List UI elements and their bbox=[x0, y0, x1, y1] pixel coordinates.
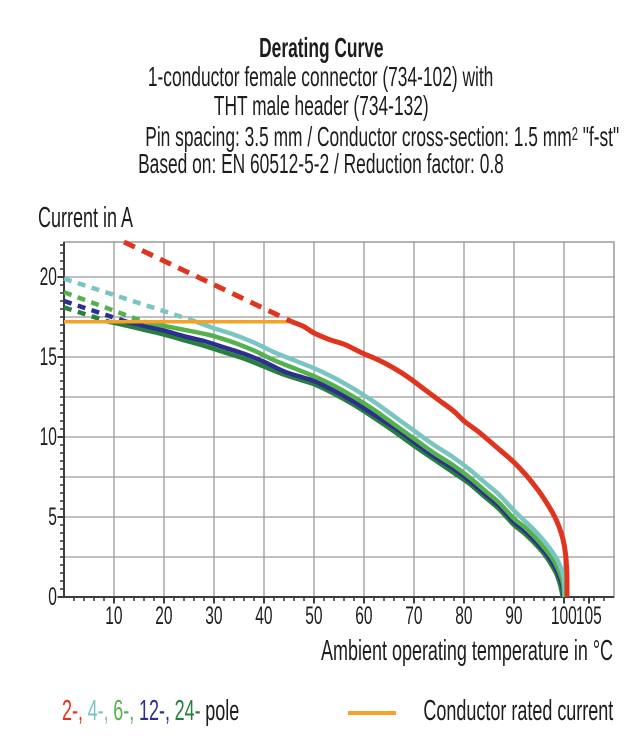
x-tick-label-50: 50 bbox=[305, 602, 323, 630]
curve-solid-4-pole bbox=[195, 319, 568, 598]
subtitle-line-1: 1-conductor female connector (734-102) w… bbox=[148, 61, 494, 92]
legend-token-pole: pole bbox=[205, 695, 240, 727]
y-tick-label-5: 5 bbox=[48, 503, 57, 531]
curve-solid-6-pole bbox=[143, 319, 567, 598]
legend-token-24: 24- bbox=[174, 695, 201, 727]
x-tick-label-70: 70 bbox=[405, 602, 423, 630]
curve-dashed-2-pole bbox=[122, 239, 294, 325]
curve-solid-12-pole bbox=[125, 319, 566, 598]
legend-token-6: 6-, bbox=[113, 695, 135, 727]
x-axis-title: Ambient operating temperature in °C bbox=[320, 635, 613, 667]
x-tick-label-60: 60 bbox=[355, 602, 373, 630]
subtitle-line-4: Based on: EN 60512-5-2 / Reduction facto… bbox=[138, 148, 504, 179]
subtitle-line-3: Pin spacing: 3.5 mm / Conductor cross-se… bbox=[145, 121, 620, 152]
x-tick-label-90: 90 bbox=[505, 602, 523, 630]
y-tick-label-10: 10 bbox=[39, 423, 57, 451]
x-tick-label-100: 100 bbox=[551, 602, 577, 630]
curve-solid-24-pole bbox=[108, 319, 565, 598]
curve-dashed-12-pole bbox=[63, 298, 128, 324]
legend-pole-counts: 2-, 4-, 6-, 12-, 24- pole bbox=[62, 697, 348, 726]
x-tick-label-80: 80 bbox=[455, 602, 473, 630]
curve-dashed-4-pole bbox=[63, 276, 198, 324]
subtitle-line-2: THT male header (734-132) bbox=[213, 90, 429, 121]
y-tick-label-20: 20 bbox=[39, 263, 57, 291]
legend-token-4: 4-, bbox=[87, 695, 109, 727]
curve-solid-2-pole bbox=[291, 319, 570, 598]
y-axis-title: Current in A bbox=[38, 202, 133, 234]
plot-border bbox=[63, 241, 615, 598]
legend-token-2: 2-, bbox=[62, 695, 83, 727]
legend-rated-current: Conductor rated current bbox=[423, 695, 613, 727]
x-tick-label-105: 105 bbox=[576, 602, 602, 630]
curve-dashed-24-pole bbox=[63, 305, 110, 324]
rated-current-swatch bbox=[348, 711, 396, 715]
figure-title: Derating Curve bbox=[258, 32, 384, 63]
x-tick-label-40: 40 bbox=[255, 602, 273, 630]
x-tick-label-20: 20 bbox=[155, 602, 173, 630]
y-tick-label-0: 0 bbox=[48, 583, 57, 611]
x-tick-label-30: 30 bbox=[205, 602, 223, 630]
x-tick-label-10: 10 bbox=[105, 602, 123, 630]
legend-token-12: 12-, bbox=[138, 695, 170, 727]
y-tick-label-15: 15 bbox=[39, 343, 57, 371]
